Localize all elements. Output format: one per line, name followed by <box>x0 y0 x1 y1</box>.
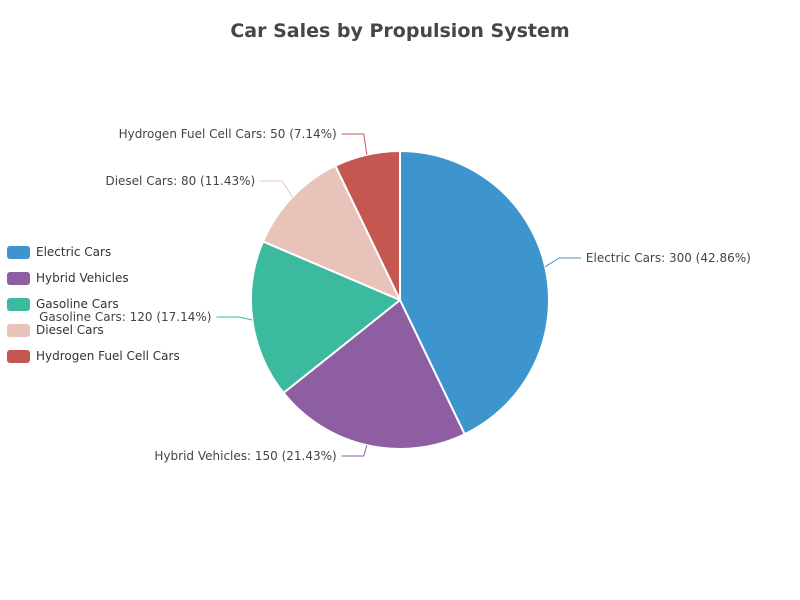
label-connector-electric-cars <box>544 257 581 268</box>
legend-swatch-diesel-cars <box>7 323 30 337</box>
slice-label-hydrogen-fuel-cell-cars: Hydrogen Fuel Cell Cars: 50 (7.14%) <box>119 127 337 141</box>
legend-label: Electric Cars <box>36 245 112 259</box>
legend-swatch-hybrid-vehicles <box>7 271 30 285</box>
legend-item-hybrid-vehicles[interactable]: Hybrid Vehicles <box>7 265 180 291</box>
slice-label-electric-cars: Electric Cars: 300 (42.86%) <box>586 251 751 265</box>
label-connector-hydrogen-fuel-cell-cars <box>341 133 368 155</box>
legend-swatch-electric-cars <box>7 245 30 259</box>
pie-slice-diesel-cars[interactable] <box>261 164 401 301</box>
legend-label: Hybrid Vehicles <box>36 271 129 285</box>
legend-item-electric-cars[interactable]: Electric Cars <box>7 239 180 265</box>
label-connector-diesel-cars <box>260 180 293 198</box>
pie-slice-hybrid-vehicles[interactable] <box>282 299 466 450</box>
pie-slice-hydrogen-fuel-cell-cars[interactable] <box>334 150 401 301</box>
slice-label-gasoline-cars: Gasoline Cars: 120 (17.14%) <box>39 310 211 324</box>
legend-swatch-gasoline-cars <box>7 297 30 311</box>
legend-item-diesel-cars[interactable]: Diesel Cars <box>7 317 180 343</box>
label-connector-hybrid-vehicles <box>341 445 368 457</box>
legend-label: Gasoline Cars <box>36 297 119 311</box>
legend: Electric Cars Hybrid Vehicles Gasoline C… <box>7 239 180 369</box>
pie-slice-electric-cars[interactable] <box>399 150 550 436</box>
legend-label: Hydrogen Fuel Cell Cars <box>36 349 180 363</box>
slice-label-diesel-cars: Diesel Cars: 80 (11.43%) <box>105 174 255 188</box>
legend-label: Diesel Cars <box>36 323 104 337</box>
legend-item-gasoline-cars[interactable]: Gasoline Cars <box>7 291 180 317</box>
legend-item-hydrogen-fuel-cell-cars[interactable]: Hydrogen Fuel Cell Cars <box>7 343 180 369</box>
legend-swatch-hydrogen-fuel-cell-cars <box>7 349 30 363</box>
chart-title: Car Sales by Propulsion System <box>230 20 570 42</box>
label-connector-gasoline-cars <box>216 316 253 321</box>
slice-label-hybrid-vehicles: Hybrid Vehicles: 150 (21.43%) <box>154 449 336 463</box>
